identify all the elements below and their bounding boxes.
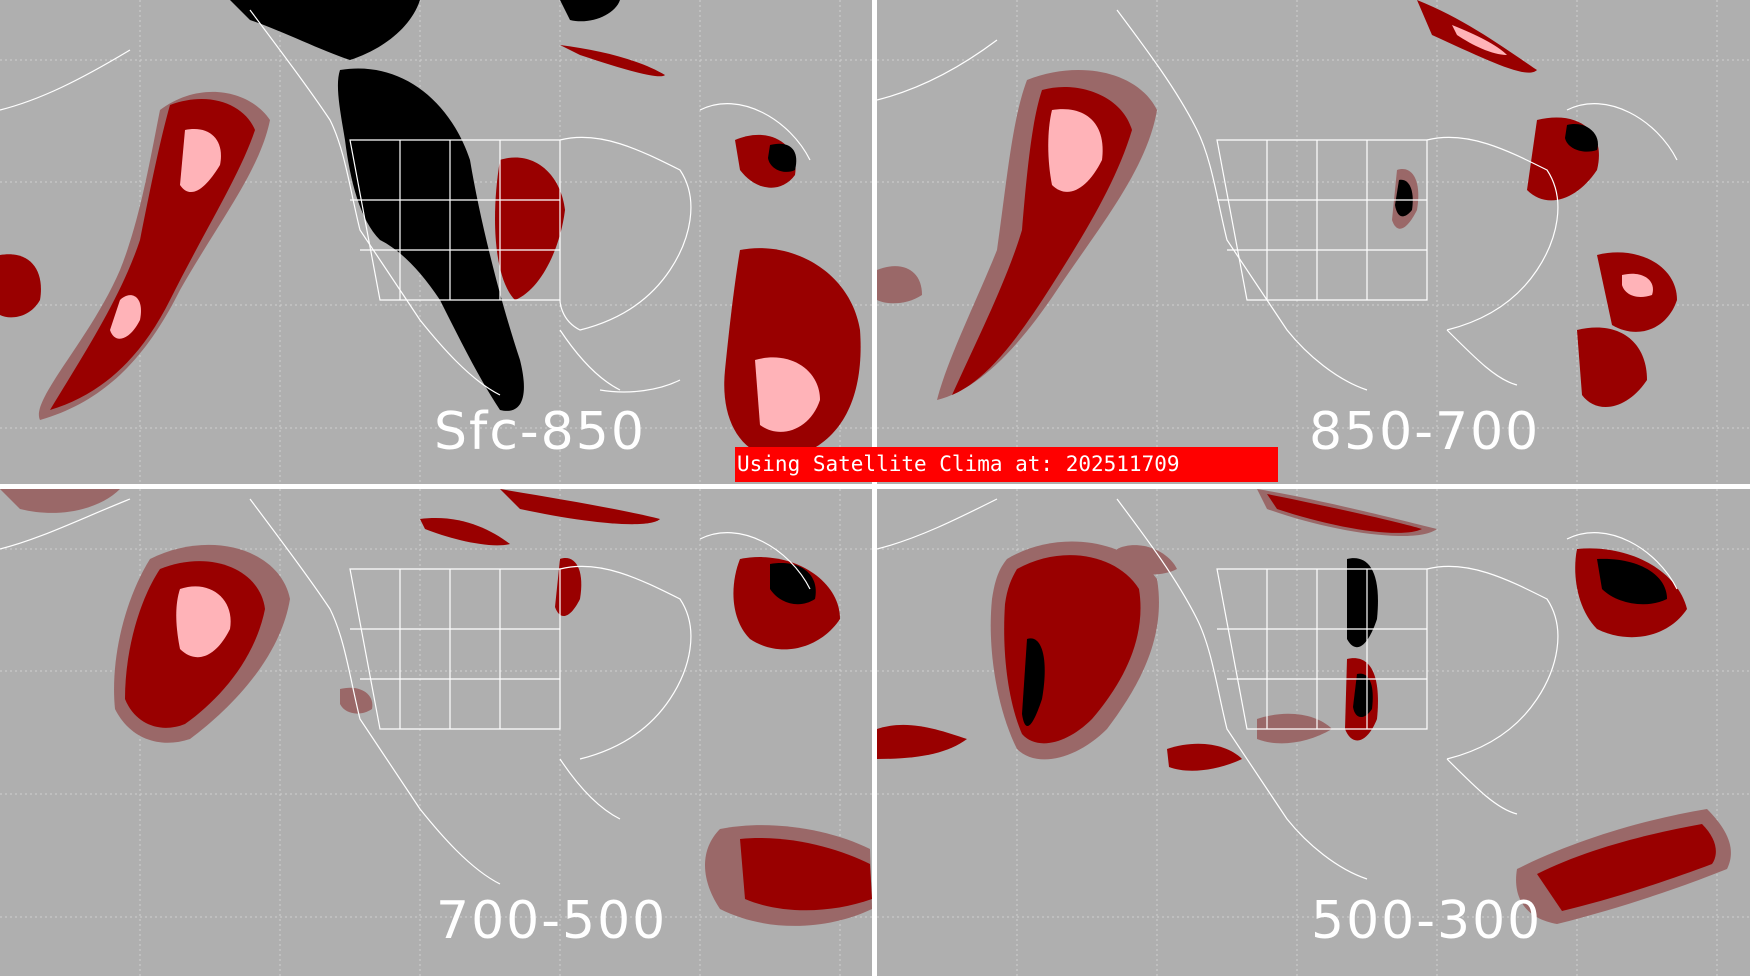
map-sfc-850 xyxy=(0,0,872,484)
cloud-field xyxy=(0,489,872,926)
satellite-clima-banner: Using Satellite Clima at: 202511709 xyxy=(735,447,1278,482)
coastlines-borders xyxy=(877,9,1678,391)
coastlines-borders xyxy=(877,498,1678,880)
graticule xyxy=(0,489,872,976)
map-panel-500-300: 500-300 xyxy=(877,489,1750,976)
map-700-500 xyxy=(0,489,872,976)
cloud-field xyxy=(0,0,861,460)
layer-label-850-700: 850-700 xyxy=(1309,402,1541,462)
graticule xyxy=(877,0,1750,484)
layer-label-sfc-850: Sfc-850 xyxy=(434,402,646,462)
cloud-field xyxy=(877,489,1731,924)
coastlines-borders xyxy=(0,9,811,396)
cloud-field xyxy=(877,0,1677,407)
map-panel-850-700: 850-700 xyxy=(877,0,1750,484)
map-panel-700-500: 700-500 xyxy=(0,489,872,976)
map-500-300 xyxy=(877,489,1750,976)
layer-label-700-500: 700-500 xyxy=(436,891,668,951)
map-850-700 xyxy=(877,0,1750,484)
layer-label-500-300: 500-300 xyxy=(1311,891,1543,951)
map-panel-sfc-850: Sfc-850 xyxy=(0,0,872,484)
coastlines-borders xyxy=(0,498,811,885)
